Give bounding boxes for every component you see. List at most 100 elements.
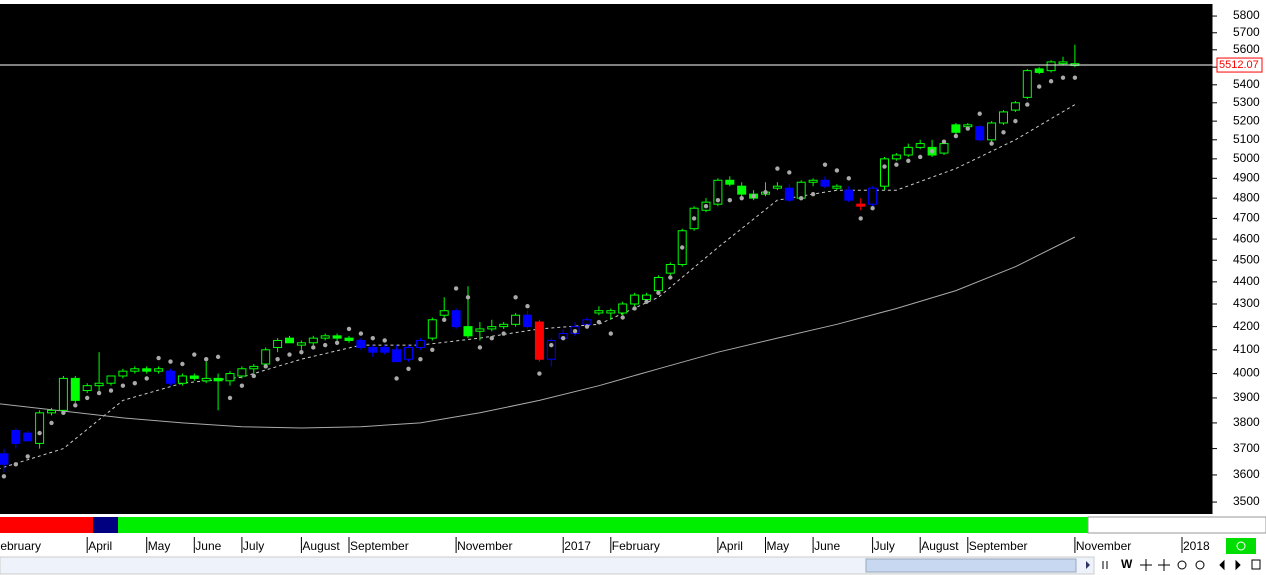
sar-dot: [870, 206, 875, 211]
status-button[interactable]: [1226, 538, 1256, 554]
sar-dot: [989, 141, 994, 146]
candle-body: [951, 124, 961, 133]
scroll-thumb[interactable]: [865, 558, 1077, 573]
sar-dot: [120, 383, 126, 388]
y-tick-label: 5300: [1233, 95, 1260, 109]
x-tick-label: September: [969, 539, 1028, 553]
candle-body: [58, 377, 68, 411]
x-tick-label: November: [457, 539, 512, 553]
x-tick-label: September: [350, 539, 409, 553]
toolbar-icon[interactable]: [1251, 559, 1261, 570]
x-tick-label: July: [243, 539, 264, 553]
toolbar-icon[interactable]: [1140, 559, 1152, 571]
candle-body: [154, 368, 164, 372]
candle-body: [665, 264, 675, 274]
y-tick-label: 4300: [1233, 296, 1260, 310]
x-tick-label: April: [88, 539, 112, 553]
candle-body: [820, 179, 830, 187]
candle-body: [939, 143, 949, 154]
x-tick-label: April: [719, 539, 743, 553]
toolbar-icon[interactable]: [1235, 559, 1241, 571]
candle-body: [380, 346, 390, 353]
scroll-right[interactable]: [1086, 561, 1090, 569]
y-tick-label: 4700: [1233, 211, 1260, 225]
toolbar-icon[interactable]: [1177, 560, 1187, 570]
sar-dot: [489, 335, 494, 341]
y-tick-label: 5400: [1233, 77, 1260, 91]
candle-body: [880, 158, 889, 187]
sar-dot: [1037, 84, 1042, 89]
ribbon-navy: [93, 517, 118, 533]
sar-dot: [168, 359, 173, 364]
candle-body: [975, 126, 985, 141]
y-tick-label: 4500: [1233, 252, 1260, 266]
candle-body: [713, 179, 723, 205]
sar-dot: [918, 154, 923, 160]
y-tick-label: 4000: [1233, 366, 1260, 380]
toolbar-icon[interactable]: [1102, 561, 1108, 569]
sar-dot: [132, 381, 137, 386]
candle-body: [1010, 102, 1020, 111]
x-tick-label: August: [921, 539, 959, 553]
x-tick-label: February: [612, 539, 660, 553]
candle-body: [213, 377, 223, 382]
toolbar-w[interactable]: W: [1121, 557, 1133, 571]
candle-body: [832, 185, 842, 189]
candle-body: [487, 326, 497, 330]
price-label: 5512.07: [1219, 59, 1259, 71]
x-tick-label: 2017: [564, 539, 591, 553]
candle-body: [1022, 70, 1032, 98]
candle-body: [987, 122, 997, 141]
sar-dot: [775, 166, 780, 171]
candle-body: [249, 365, 259, 370]
sar-dot: [668, 275, 673, 280]
sar-dot: [894, 162, 899, 167]
toolbar-icon[interactable]: [1219, 559, 1225, 571]
candle-body: [582, 319, 592, 325]
x-tick-label: August: [302, 539, 340, 553]
candle-body: [630, 294, 640, 305]
candle-body: [177, 375, 187, 384]
sar-dot: [608, 331, 613, 336]
sar-dot: [263, 364, 268, 369]
sar-dot: [799, 195, 804, 201]
status-icon: [1236, 541, 1246, 551]
y-tick-label: 4900: [1233, 170, 1260, 184]
x-tick-label: May: [148, 539, 171, 553]
candle-body: [368, 346, 378, 353]
candle-body: [999, 111, 1008, 124]
candle-body: [737, 185, 747, 195]
candle-body: [475, 328, 485, 332]
sar-dot: [85, 395, 90, 401]
sar-dot: [751, 193, 756, 199]
candle-body: [106, 375, 116, 384]
sar-dot: [96, 390, 102, 396]
toolbar-icon[interactable]: [1158, 559, 1170, 571]
candle-body: [856, 203, 866, 207]
candle-body: [844, 189, 854, 201]
sar-dot: [144, 376, 149, 381]
y-tick-label: 5800: [1233, 8, 1260, 22]
sar-dot: [584, 324, 590, 329]
y-tick-label: 3800: [1233, 415, 1260, 429]
candle-body: [344, 337, 354, 341]
candle-body: [285, 337, 294, 344]
candle-body: [261, 349, 271, 365]
toolbar-icon[interactable]: [1195, 560, 1205, 570]
sar-dot: [596, 319, 602, 325]
x-tick-label: June: [195, 539, 221, 553]
sar-dot: [346, 326, 352, 332]
sar-dot: [227, 395, 233, 401]
x-tick-label: July: [874, 539, 895, 553]
candle-body: [320, 335, 330, 339]
candle-body: [35, 412, 45, 444]
price-box: [1216, 57, 1263, 73]
sar-dot: [442, 317, 447, 322]
y-tick-label: 4800: [1233, 190, 1260, 204]
candle-body: [1058, 61, 1068, 65]
candle-body: [201, 377, 211, 382]
sar-dot: [108, 388, 114, 393]
candle-body: [296, 342, 306, 346]
scrollbar[interactable]: [0, 556, 1095, 575]
candle-body: [534, 321, 544, 360]
